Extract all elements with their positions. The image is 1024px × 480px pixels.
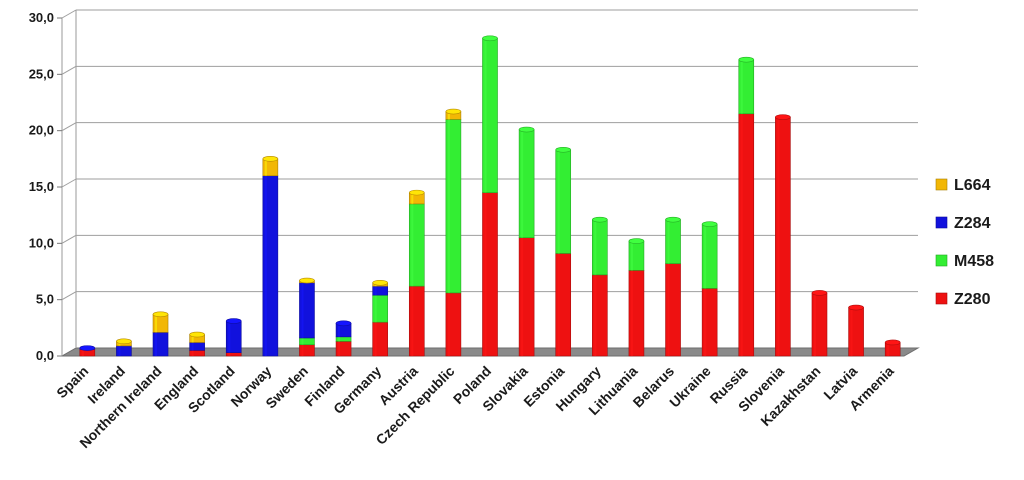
bar-cap-czech-republic [445,108,462,115]
y-tick-label: 5,0 [36,292,54,307]
bar-cap-belarus [665,216,681,223]
legend-label-l664: L664 [954,177,991,194]
bar-cap-slovakia [518,126,535,133]
bar-cap-hungary [592,216,608,223]
legend-swatch-m458 [935,254,948,267]
legend: L664 Z284 M458 Z280 [935,177,994,308]
bar-cap-england [189,331,205,338]
y-tick-label: 0,0 [36,348,54,363]
gridline-side [61,291,77,301]
bar-cap-northern-ireland [152,311,169,318]
gridline-side [61,234,77,244]
bar-cap-slovenia [775,114,791,120]
bar-cap-finland [335,320,352,327]
bar-cap-norway [262,156,279,162]
bar-cap-sweden [299,277,315,284]
gridline-side [61,65,77,75]
bar-cap-lithuania [628,238,645,244]
y-tick-label: 30,0 [29,10,54,25]
bar-cap-latvia [848,304,864,311]
legend-swatch-l664 [935,178,948,191]
legend-label-z284: Z284 [954,215,991,232]
bar-cap-ukraine [701,221,718,227]
gridline-side [61,9,77,19]
bar-cap-armenia [884,339,901,346]
bar-cap-germany [372,279,388,286]
legend-swatch-z284 [935,216,948,229]
y-axis-ticks: 0,0 5,0 10,0 15,0 20,0 25,0 30,0 [29,10,62,363]
y-tick-label: 20,0 [29,123,54,138]
bar-cap-kazakhstan [811,290,828,296]
bar-cap-austria [408,189,425,196]
y-tick-label: 15,0 [29,179,54,194]
bar-cap-estonia [555,147,572,153]
y-tick-label: 25,0 [29,66,54,81]
bar-cap-russia [738,56,755,63]
gridline-side [61,122,77,132]
legend-swatch-z280 [935,292,948,305]
y-tick-label: 10,0 [29,235,54,250]
legend-label-m458: M458 [954,253,994,270]
bars [79,35,901,357]
x-label-ukraine: Ukraine [666,363,714,411]
bar-cap-scotland [225,318,242,324]
bar-cap-spain [79,345,96,351]
gridline-side [61,178,77,188]
bar-cap-poland [482,35,498,42]
legend-label-z280: Z280 [954,291,991,308]
bar-cap-ireland [116,338,132,345]
